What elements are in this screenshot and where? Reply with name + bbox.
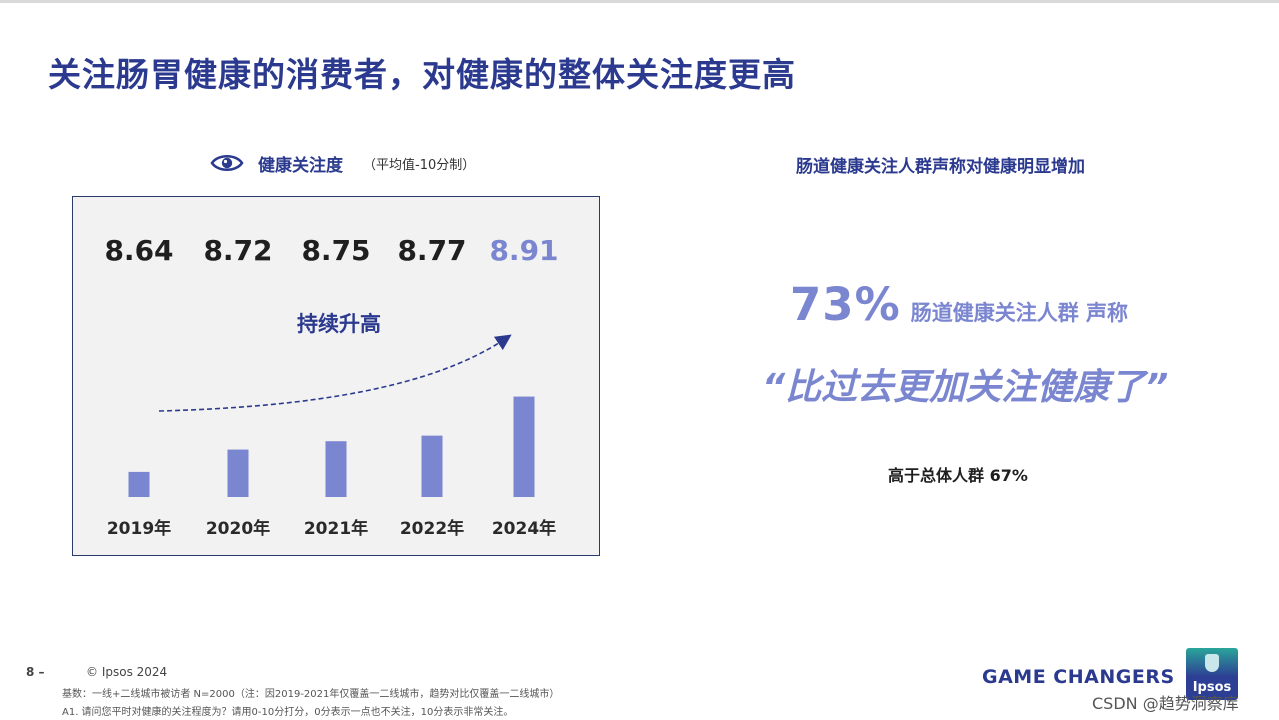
bar-chart: 持续升高 8.64 2019年 8.72 2020年 8.75 2021年 8.77 2022… [104,234,558,539]
watermark: CSDN @趋势洞察库 [1092,694,1239,713]
page-number: 8 – [26,665,45,679]
bar-3 [421,435,443,497]
stat-line: 73% 肠道健康关注人群 声称 [790,278,1128,331]
year-label-3: 2022年 [400,518,464,539]
bar-4 [513,396,535,497]
value-label-1: 8.72 [203,234,272,267]
chart-panel: 持续升高 8.64 2019年 8.72 2020年 8.75 2021年 8.77 2022… [72,196,600,556]
year-label-1: 2020年 [206,518,270,539]
bar-1 [227,449,249,497]
bar-2 [325,441,347,497]
logo-text: Ipsos [1192,680,1232,695]
value-label-3: 8.77 [397,234,466,267]
question-note: A1. 请问您平时对健康的关注程度为？请用0-10分打分，0分表示一点也不关注，… [62,707,514,718]
right-panel-title: 肠道健康关注人群声称对健康明显增加 [796,157,1085,177]
brand-tagline: GAME CHANGERS [982,666,1175,688]
year-label-2: 2021年 [304,518,368,539]
stat-percentage: 73% [790,278,901,331]
value-label-2: 8.75 [301,234,370,267]
year-label-0: 2019年 [107,518,171,539]
base-note: 基数：一线+二线城市被访者 N=2000（注：因2019-2021年仅覆盖一二线… [62,689,560,700]
page-title: 关注肠胃健康的消费者，对健康的整体关注度更高 [48,55,796,94]
trend-label: 持续升高 [297,312,381,336]
chart-subtitle: （平均值-10分制） [363,157,476,173]
value-label-0: 8.64 [104,234,173,267]
comparison-text: 高于总体人群 67% [888,466,1028,485]
chart-header: 健康关注度 （平均值-10分制） [210,150,475,176]
ipsos-logo: Ipsos [1186,648,1238,700]
quote-text: “比过去更加关注健康了” [762,367,1169,408]
bar-0 [128,471,150,497]
trend-arrow [158,334,512,412]
chart-title: 健康关注度 [258,155,343,176]
top-rule [0,0,1279,3]
logo-mark-icon [1205,654,1219,672]
stat-description: 肠道健康关注人群 声称 [910,301,1129,325]
year-label-4: 2024年 [492,518,556,539]
value-label-4: 8.91 [489,234,558,267]
eye-icon [210,152,244,174]
copyright: © Ipsos 2024 [86,665,168,679]
